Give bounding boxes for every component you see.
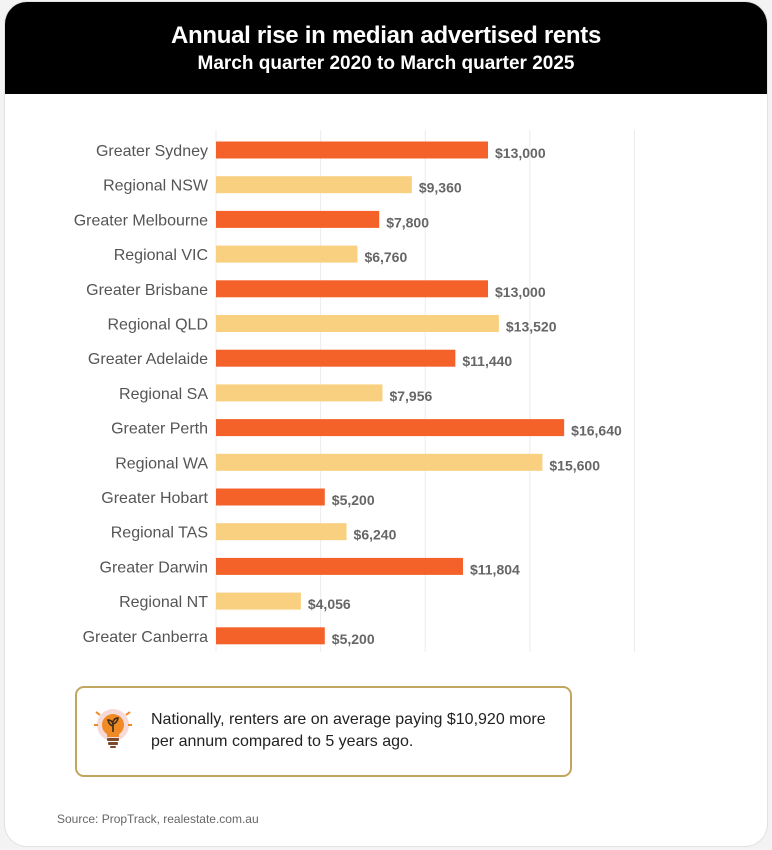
bar (216, 419, 565, 437)
category-label: Regional NT (119, 594, 208, 611)
category-label: Greater Hobart (101, 490, 208, 507)
bar (216, 315, 499, 332)
category-label: Greater Perth (111, 421, 208, 438)
category-label: Regional SA (119, 386, 208, 403)
chart-header: Annual rise in median advertised rents M… (5, 2, 767, 94)
value-label: $13,000 (495, 145, 546, 161)
bars (216, 141, 565, 645)
chart-title: Annual rise in median advertised rents (170, 22, 602, 49)
value-label: $16,640 (571, 423, 622, 439)
bar (216, 245, 358, 263)
value-label: $13,520 (506, 319, 557, 335)
value-label: $15,600 (549, 457, 600, 473)
source-note: Source: PropTrack, realestate.com.au (57, 812, 259, 826)
chart-card: Annual rise in median advertised rents M… (5, 2, 767, 846)
value-label: $11,440 (462, 353, 512, 369)
bar (216, 210, 380, 228)
category-label: Regional WA (115, 455, 208, 472)
bar (216, 523, 347, 541)
category-label: Regional VIC (114, 247, 208, 264)
callout-box: Nationally, renters are on average payin… (75, 686, 572, 777)
category-label: Greater Darwin (100, 559, 208, 576)
category-label: Regional QLD (108, 317, 209, 334)
category-label: Regional NSW (103, 178, 209, 195)
callout-text: Nationally, renters are on average payin… (151, 711, 546, 750)
bar (216, 280, 488, 298)
bar (216, 453, 543, 471)
bar (216, 349, 456, 367)
value-label: $13,000 (495, 284, 546, 300)
labels: Greater Sydney $13,000 Regional NSW $9,360 G… (74, 143, 622, 647)
value-label: $6,760 (364, 249, 407, 265)
bar (216, 176, 412, 194)
value-label: $4,056 (308, 596, 351, 612)
value-label: $7,956 (389, 388, 432, 404)
bar (216, 627, 325, 645)
category-label: Greater Sydney (96, 143, 208, 160)
lightbulb-icon (93, 706, 133, 757)
category-label: Greater Canberra (83, 629, 208, 646)
value-label: $5,200 (332, 631, 375, 647)
bar (216, 592, 301, 610)
category-label: Greater Adelaide (88, 351, 208, 368)
category-label: Greater Melbourne (74, 212, 208, 229)
category-label: Greater Brisbane (86, 282, 208, 299)
value-label: $7,800 (386, 214, 429, 230)
category-label: Regional TAS (111, 525, 208, 542)
value-label: $9,360 (419, 180, 462, 196)
bar (216, 557, 463, 575)
bar (216, 141, 488, 159)
value-label: $11,804 (470, 561, 520, 577)
bar-chart: Greater Sydney $13,000 Regional NSW $9,360 G… (74, 130, 635, 652)
value-label: $5,200 (332, 492, 375, 508)
bar (216, 488, 325, 506)
chart-subtitle: March quarter 2020 to March quarter 2025 (197, 53, 575, 74)
bar (216, 384, 383, 402)
value-label: $6,240 (354, 527, 397, 543)
